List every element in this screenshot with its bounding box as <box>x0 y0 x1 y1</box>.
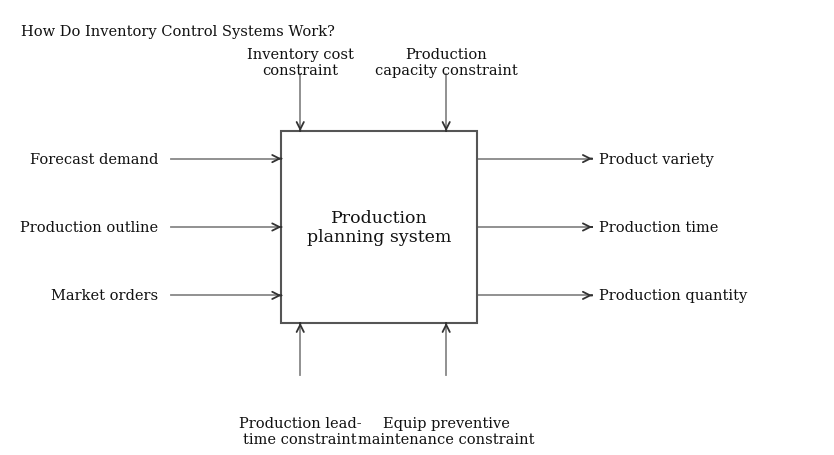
Text: Production
planning system: Production planning system <box>307 209 452 246</box>
Text: Production outline: Production outline <box>20 221 158 234</box>
Bar <box>282 132 477 323</box>
Text: Production
capacity constraint: Production capacity constraint <box>374 48 518 78</box>
Text: Production lead-
time constraint: Production lead- time constraint <box>239 416 362 446</box>
Text: Product variety: Product variety <box>599 152 714 166</box>
Text: How Do Inventory Control Systems Work?: How Do Inventory Control Systems Work? <box>21 25 334 39</box>
Text: Production time: Production time <box>599 221 718 234</box>
Text: Production quantity: Production quantity <box>599 289 747 303</box>
Text: Equip preventive
maintenance constraint: Equip preventive maintenance constraint <box>358 416 535 446</box>
Text: Forecast demand: Forecast demand <box>30 152 158 166</box>
Text: Market orders: Market orders <box>52 289 158 303</box>
Text: Inventory cost
constraint: Inventory cost constraint <box>247 48 354 78</box>
